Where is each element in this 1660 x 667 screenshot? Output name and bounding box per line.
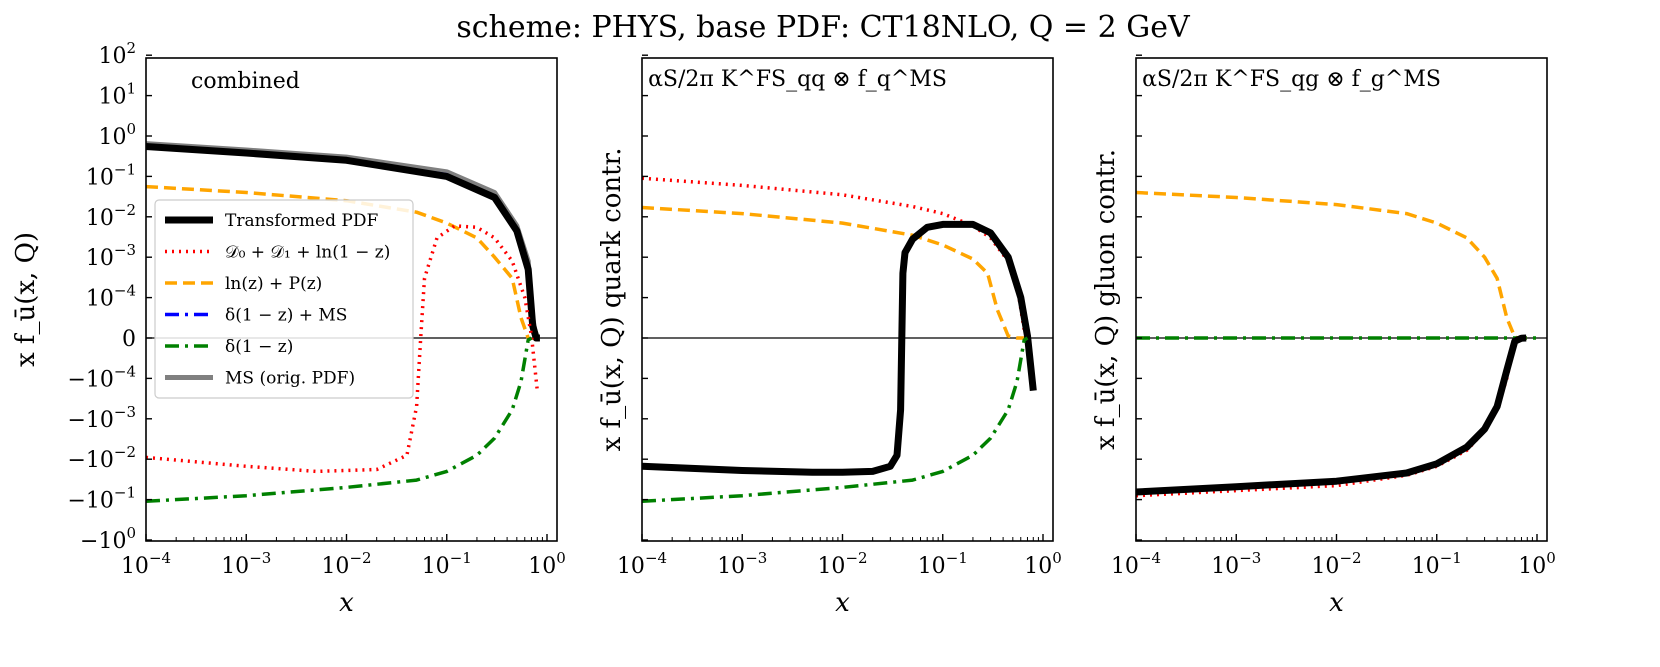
panel-label: αS/2π K^FS_qg ⊗ f_g^MS	[1142, 67, 1441, 92]
series-delta-line	[145, 336, 533, 504]
y-axis-label: x f_ū(x, Q) gluon contr.	[1091, 149, 1121, 450]
legend-label: ln(z) + P(z)	[225, 274, 322, 294]
plot-frame	[641, 57, 1054, 542]
x-tick-label: 10−1	[422, 549, 472, 579]
legend-item-d0d1: 𝒟₀ + 𝒟₁ + ln(1 − z)	[165, 243, 390, 263]
legend-label: δ(1 − z) + MS	[225, 306, 347, 326]
x-axis-label: x	[339, 588, 354, 618]
x-tick-label: 10−4	[617, 549, 667, 579]
y-tick-label: −10−3	[67, 403, 136, 433]
legend-item-transformed: Transformed PDF	[165, 211, 378, 231]
x-axis-label: x	[835, 588, 850, 618]
legend-label: MS (orig. PDF)	[225, 369, 355, 389]
series-transformed-line	[145, 143, 540, 342]
x-axis-label: x	[1329, 588, 1344, 618]
x-tick-label: 10−1	[918, 549, 968, 579]
y-tick-label: 10−1	[86, 160, 136, 190]
legend-label: δ(1 − z)	[225, 337, 293, 357]
series-lnzpz-line	[641, 205, 1025, 340]
legend-label: Transformed PDF	[225, 211, 378, 231]
series-d0d1-line	[641, 176, 1032, 340]
plot-frame	[1135, 57, 1548, 542]
x-tick-label: 10−2	[321, 549, 371, 579]
y-tick-label: −10−1	[67, 484, 136, 514]
series-lnzpz-line	[1135, 190, 1519, 340]
x-tick-label: 100	[528, 549, 566, 579]
series-transformed-line	[1135, 334, 1527, 496]
x-tick-label: 10−3	[221, 549, 271, 579]
y-axis-label: x f_ū(x, Q)	[11, 232, 41, 367]
x-tick-label: 10−2	[817, 549, 867, 579]
x-tick-label: 10−3	[717, 549, 767, 579]
panel-label: αS/2π K^FS_qq ⊗ f_q^MS	[648, 67, 947, 92]
x-tick-label: 10−2	[1311, 549, 1361, 579]
y-tick-label: 100	[98, 120, 136, 150]
legend-item-lnzpz: ln(z) + P(z)	[165, 274, 322, 294]
panel-2: 10−4 10−3 10−2 10−1 100 x x f_ū(x, Q) quark co…	[597, 54, 1062, 618]
y-tick-label: −100	[80, 524, 136, 554]
legend-label: 𝒟₀ + 𝒟₁ + ln(1 − z)	[225, 243, 390, 263]
y-tick-label: 10−2	[86, 201, 136, 231]
x-tick-label: 10−4	[1111, 549, 1161, 579]
y-tick-label: 0	[122, 327, 136, 352]
series-transformed-line	[641, 220, 1037, 476]
plot-frame	[145, 57, 558, 542]
legend-item-delta: δ(1 − z)	[165, 337, 293, 357]
x-tick-label: 100	[1024, 549, 1062, 579]
x-tick-label: 10−3	[1211, 549, 1261, 579]
y-tick-label: 101	[98, 80, 136, 110]
panel-label: combined	[191, 69, 300, 94]
x-tick-label: 100	[1518, 549, 1556, 579]
legend-item-deltams: δ(1 − z) + MS	[165, 306, 347, 326]
y-axis-label: x f_ū(x, Q) quark contr.	[597, 148, 627, 452]
panel-3: 10−4 10−3 10−2 10−1 100 x x f_ū(x, Q) gluon co…	[1091, 54, 1556, 618]
x-tick-label: 10−4	[121, 549, 171, 579]
y-tick-label: 10−3	[86, 241, 136, 271]
chart-title: scheme: PHYS, base PDF: CT18NLO, Q = 2 G…	[456, 10, 1191, 45]
legend-item-orig: MS (orig. PDF)	[165, 369, 355, 389]
x-tick-label: 10−1	[1412, 549, 1462, 579]
panel-1: 102 101 100 10−1 10−2 10−3 10−4 0 −10−4 −10−3 −10−…	[11, 39, 566, 618]
series-d0d1-line	[1135, 336, 1527, 498]
y-tick-label: 10−4	[86, 282, 136, 312]
y-tick-label: −10−4	[67, 362, 136, 392]
series-lnzpz-line	[145, 184, 530, 339]
legend: Transformed PDF 𝒟₀ + 𝒟₁ + ln(1 − z) ln(z) …	[154, 199, 414, 399]
y-tick-label: −10−2	[67, 443, 136, 473]
legend-box	[154, 199, 414, 399]
y-tick-label: 102	[98, 39, 136, 69]
series-delta-line	[641, 336, 1029, 504]
